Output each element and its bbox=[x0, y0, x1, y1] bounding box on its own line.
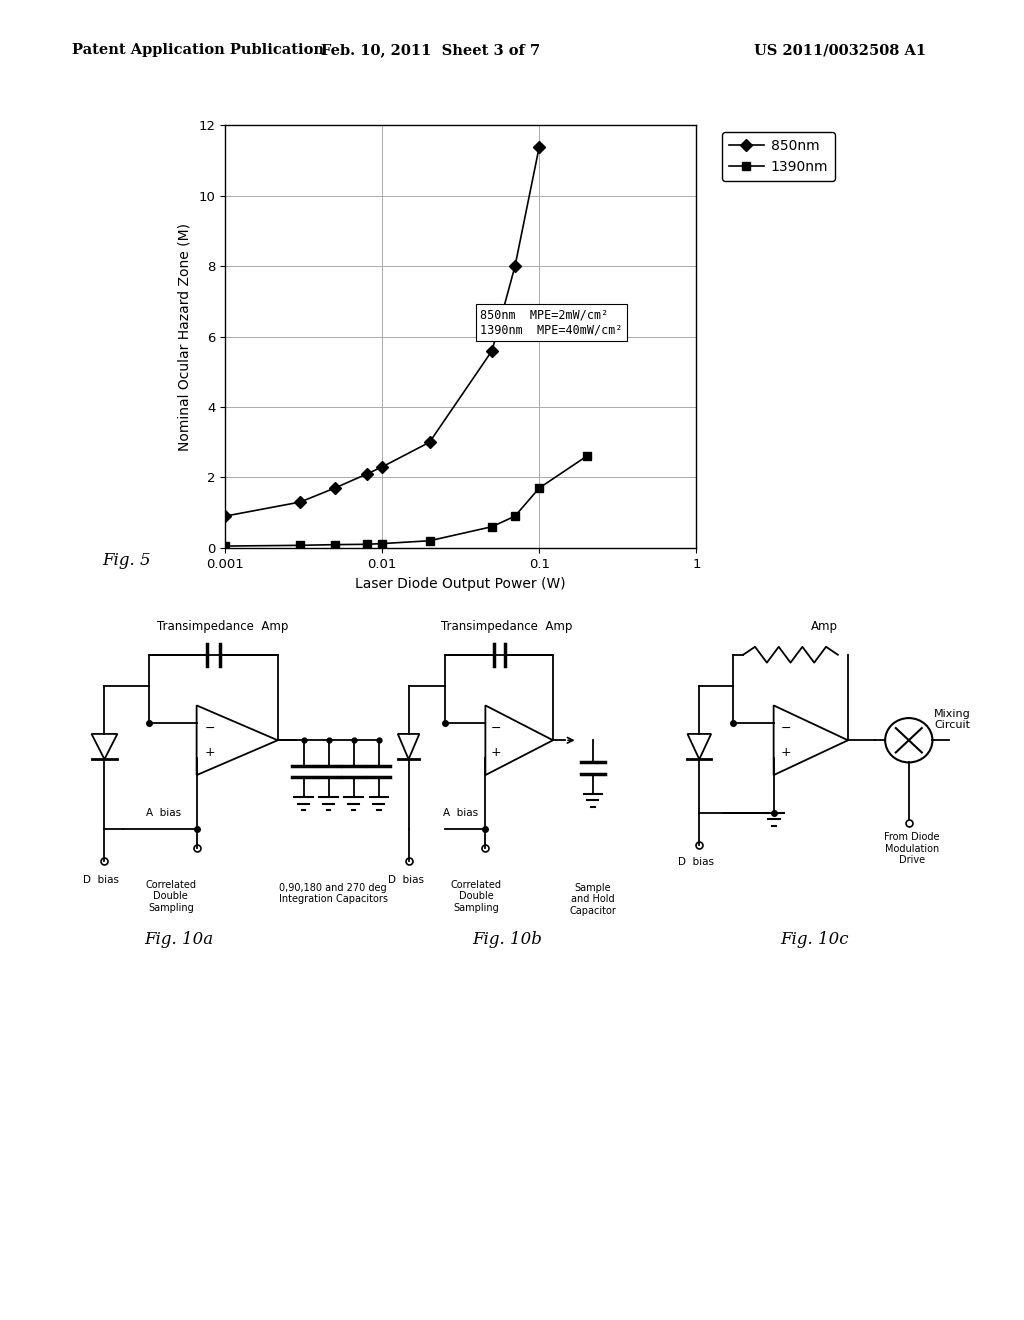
Text: Amp: Amp bbox=[811, 620, 838, 632]
850nm bbox=[329, 480, 341, 496]
Text: US 2011/0032508 A1: US 2011/0032508 A1 bbox=[754, 44, 926, 57]
Text: −: − bbox=[490, 722, 502, 735]
1390nm bbox=[423, 533, 435, 549]
1390nm bbox=[219, 539, 231, 554]
Text: +: + bbox=[490, 746, 502, 759]
Text: +: + bbox=[780, 746, 791, 759]
Text: 0,90,180 and 270 deg
Integration Capacitors: 0,90,180 and 270 deg Integration Capacit… bbox=[279, 883, 387, 904]
Y-axis label: Nominal Ocular Hazard Zone (M): Nominal Ocular Hazard Zone (M) bbox=[177, 223, 191, 450]
850nm bbox=[360, 466, 373, 482]
850nm bbox=[486, 343, 499, 359]
Text: Fig. 10c: Fig. 10c bbox=[780, 931, 848, 948]
850nm bbox=[219, 508, 231, 524]
Legend: 850nm, 1390nm: 850nm, 1390nm bbox=[722, 132, 836, 181]
850nm bbox=[294, 494, 306, 510]
Text: Feb. 10, 2011  Sheet 3 of 7: Feb. 10, 2011 Sheet 3 of 7 bbox=[321, 44, 540, 57]
1390nm bbox=[294, 537, 306, 553]
Text: Fig. 10a: Fig. 10a bbox=[144, 931, 214, 948]
Text: Correlated
Double
Sampling: Correlated Double Sampling bbox=[145, 879, 197, 913]
850nm bbox=[376, 459, 388, 475]
Text: Transimpedance  Amp: Transimpedance Amp bbox=[441, 620, 572, 632]
Text: D  bias: D bias bbox=[678, 858, 714, 867]
Text: A  bias: A bias bbox=[443, 808, 478, 818]
Text: −: − bbox=[204, 722, 215, 735]
Text: Sample
and Hold
Capacitor: Sample and Hold Capacitor bbox=[569, 883, 616, 916]
1390nm bbox=[581, 449, 593, 465]
1390nm bbox=[509, 508, 521, 524]
1390nm bbox=[376, 536, 388, 552]
Text: Correlated
Double
Sampling: Correlated Double Sampling bbox=[451, 879, 502, 913]
Line: 1390nm: 1390nm bbox=[221, 453, 591, 550]
Text: D  bias: D bias bbox=[387, 875, 424, 884]
Text: From Diode
Modulation
Drive: From Diode Modulation Drive bbox=[885, 832, 940, 866]
1390nm bbox=[534, 480, 546, 496]
Text: −: − bbox=[780, 722, 791, 735]
850nm bbox=[534, 139, 546, 154]
Text: Patent Application Publication: Patent Application Publication bbox=[72, 44, 324, 57]
Line: 850nm: 850nm bbox=[221, 143, 544, 520]
Text: Transimpedance  Amp: Transimpedance Amp bbox=[157, 620, 288, 632]
Text: Mixing
Circuit: Mixing Circuit bbox=[934, 709, 971, 730]
Text: 850nm  MPE=2mW/cm²
1390nm  MPE=40mW/cm²: 850nm MPE=2mW/cm² 1390nm MPE=40mW/cm² bbox=[480, 309, 623, 337]
Text: Fig. 5: Fig. 5 bbox=[102, 552, 151, 569]
Text: Fig. 10b: Fig. 10b bbox=[472, 931, 542, 948]
1390nm bbox=[486, 519, 499, 535]
1390nm bbox=[329, 537, 341, 553]
1390nm bbox=[360, 536, 373, 552]
850nm bbox=[509, 259, 521, 275]
Text: +: + bbox=[204, 746, 215, 759]
850nm bbox=[423, 434, 435, 450]
Text: D  bias: D bias bbox=[83, 875, 119, 884]
Text: A  bias: A bias bbox=[145, 808, 181, 818]
X-axis label: Laser Diode Output Power (W): Laser Diode Output Power (W) bbox=[355, 577, 566, 591]
